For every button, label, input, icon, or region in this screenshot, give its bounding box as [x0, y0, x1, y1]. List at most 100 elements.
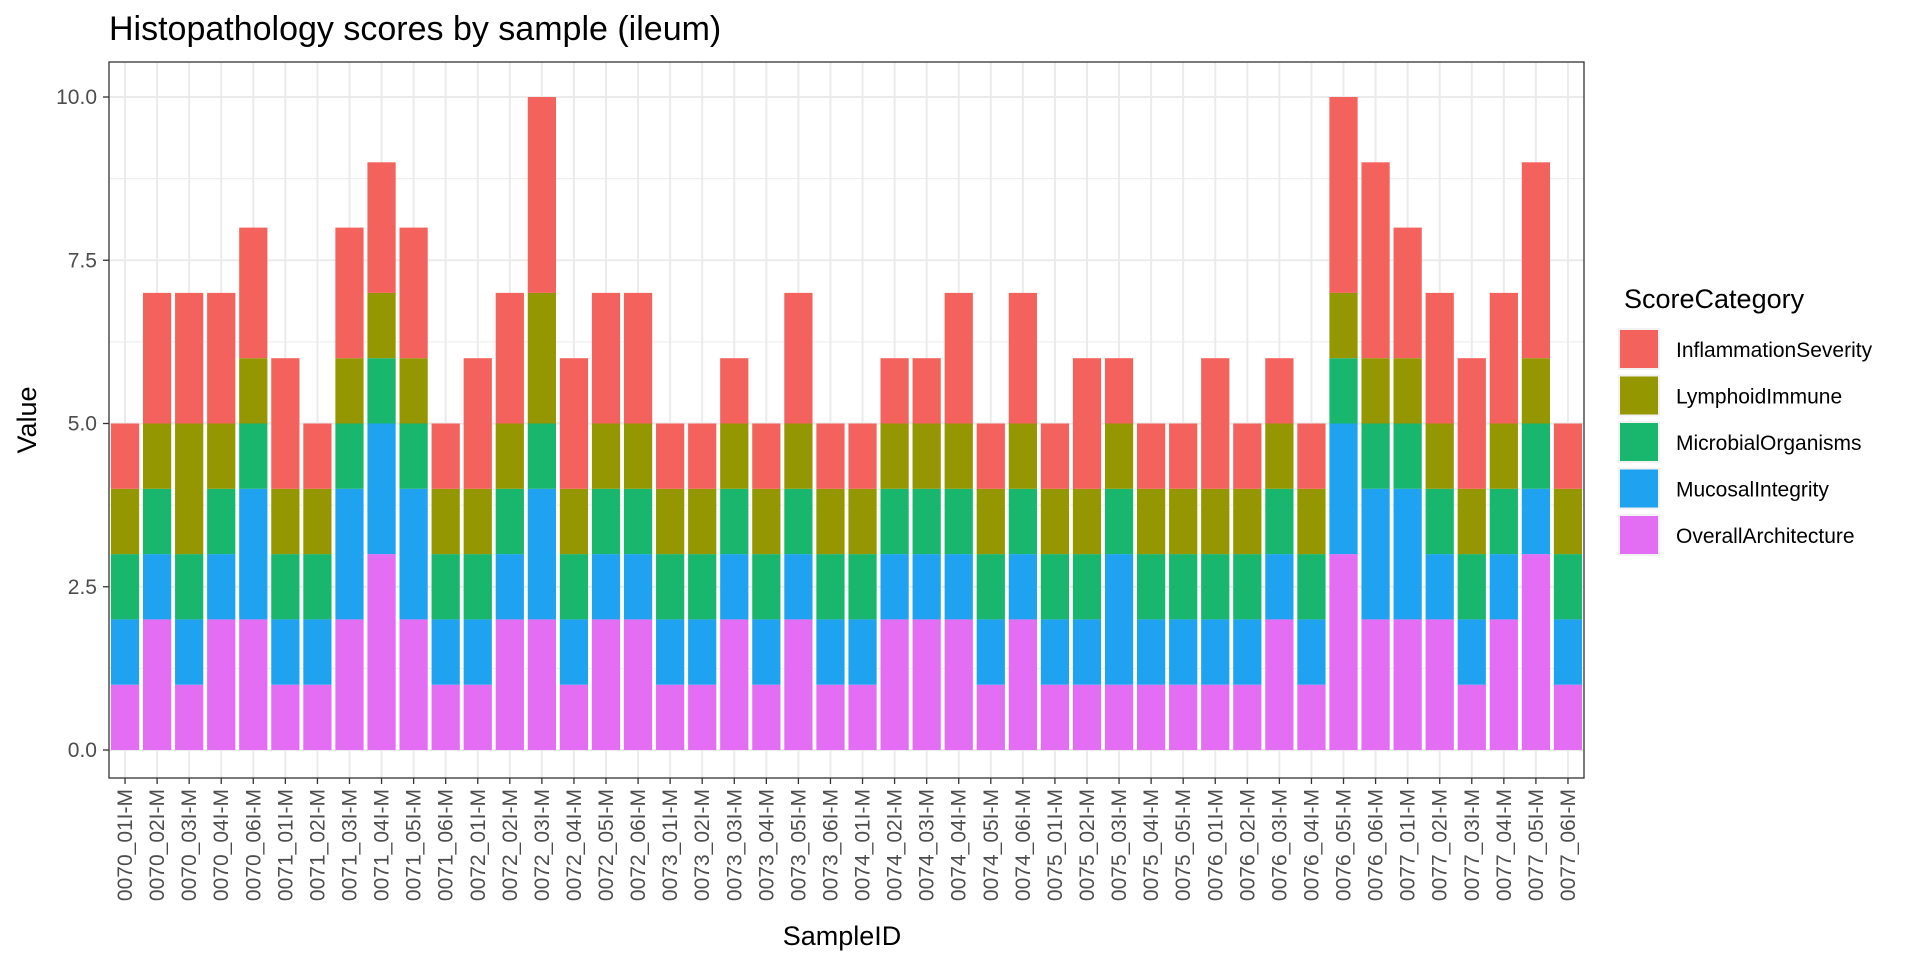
bar-segment-lymphoidimmune	[848, 488, 877, 555]
bar-segment-overallarchitecture	[1489, 619, 1518, 750]
bar-segment-microbialorganisms	[207, 488, 236, 555]
bar-segment-lymphoidimmune	[1489, 423, 1518, 489]
bar-segment-lymphoidimmune	[912, 423, 941, 489]
legend-label: MicrobialOrganisms	[1676, 432, 1862, 455]
bar-segment-inflammationseverity	[848, 423, 877, 489]
bar-segment-lymphoidimmune	[1521, 358, 1551, 424]
bar-segment-overallarchitecture	[1425, 619, 1454, 750]
bar-segment-lymphoidimmune	[1329, 292, 1358, 359]
bar-segment-lymphoidimmune	[1425, 423, 1454, 489]
bar-segment-inflammationseverity	[303, 423, 332, 489]
bar-segment-lymphoidimmune	[431, 488, 460, 555]
bar-segment-inflammationseverity	[175, 292, 204, 424]
bar-segment-microbialorganisms	[912, 488, 941, 555]
bar-segment-lymphoidimmune	[303, 488, 332, 555]
bar-segment-microbialorganisms	[1169, 554, 1198, 620]
bar-segment-mucosalintegrity	[367, 423, 396, 555]
bar-segment-microbialorganisms	[944, 488, 973, 555]
bar-segment-microbialorganisms	[367, 358, 396, 424]
x-tick-label: 0074_01I-M	[852, 789, 875, 901]
bar-segment-overallarchitecture	[1265, 619, 1294, 750]
bar-segment-microbialorganisms	[303, 554, 332, 620]
bar-segment-overallarchitecture	[1201, 684, 1230, 750]
bar-segment-microbialorganisms	[1489, 488, 1518, 555]
x-tick-label: 0072_05I-M	[595, 789, 618, 901]
bar-segment-overallarchitecture	[623, 619, 653, 750]
bar-segment-inflammationseverity	[1072, 358, 1102, 489]
bar-segment-overallarchitecture	[367, 554, 396, 750]
bar-segment-microbialorganisms	[784, 488, 813, 555]
bar-segment-inflammationseverity	[527, 97, 556, 293]
bar-segment-microbialorganisms	[591, 488, 621, 555]
bar-segment-mucosalintegrity	[527, 488, 556, 620]
bar-segment-inflammationseverity	[367, 162, 396, 293]
bar-segment-microbialorganisms	[752, 554, 781, 620]
bar-segment-overallarchitecture	[271, 684, 300, 750]
x-tick-label: 0070_02I-M	[146, 789, 169, 901]
y-tick-label: 0.0	[68, 739, 97, 762]
bar-segment-lymphoidimmune	[688, 488, 717, 555]
bar-segment-overallarchitecture	[495, 619, 524, 750]
x-tick-label: 0074_02I-M	[884, 789, 907, 901]
bar-segment-inflammationseverity	[656, 423, 685, 489]
x-tick-label: 0073_04I-M	[755, 789, 778, 901]
bar-segment-lymphoidimmune	[976, 488, 1005, 555]
legend-swatch	[1620, 376, 1658, 415]
bar-segment-microbialorganisms	[1521, 423, 1551, 489]
x-tick-label: 0074_06I-M	[1012, 789, 1035, 901]
bar-segment-lymphoidimmune	[1233, 488, 1262, 555]
bar-segment-lymphoidimmune	[591, 423, 621, 489]
bar-segment-microbialorganisms	[623, 488, 653, 555]
x-tick-label: 0072_03I-M	[531, 789, 554, 901]
bar-segment-mucosalintegrity	[848, 619, 877, 685]
bar-segment-lymphoidimmune	[527, 292, 556, 424]
bar-segment-inflammationseverity	[1201, 358, 1230, 489]
bar-segment-lymphoidimmune	[656, 488, 685, 555]
bar-segment-microbialorganisms	[1008, 488, 1037, 555]
bar-segment-mucosalintegrity	[623, 554, 653, 620]
bar-segment-lymphoidimmune	[784, 423, 813, 489]
bar-segment-inflammationseverity	[816, 423, 845, 489]
x-tick-label: 0073_03I-M	[723, 789, 746, 901]
bar-segment-lymphoidimmune	[1457, 488, 1486, 555]
legend-label: InflammationSeverity	[1676, 339, 1873, 362]
bar-segment-overallarchitecture	[1297, 684, 1326, 750]
bar-segment-overallarchitecture	[1137, 684, 1166, 750]
bar-segment-mucosalintegrity	[1072, 619, 1102, 685]
bar-segment-mucosalintegrity	[110, 619, 140, 685]
bar-segment-microbialorganisms	[1553, 554, 1583, 620]
bar-segment-inflammationseverity	[688, 423, 717, 489]
bar-segment-microbialorganisms	[848, 554, 877, 620]
bar-segment-overallarchitecture	[303, 684, 332, 750]
x-tick-label: 0077_04I-M	[1493, 789, 1516, 901]
x-tick-label: 0077_02I-M	[1429, 789, 1452, 901]
bar-segment-mucosalintegrity	[1489, 554, 1518, 620]
bar-segment-overallarchitecture	[1393, 619, 1422, 750]
bar-segment-mucosalintegrity	[303, 619, 332, 685]
y-tick-label: 10.0	[56, 86, 97, 109]
bar-segment-microbialorganisms	[688, 554, 717, 620]
bar-segment-overallarchitecture	[431, 684, 460, 750]
bar-segment-inflammationseverity	[1393, 227, 1422, 359]
bar-segment-inflammationseverity	[142, 292, 172, 424]
bar-segment-microbialorganisms	[175, 554, 204, 620]
bar-segment-microbialorganisms	[271, 554, 300, 620]
bar-segment-overallarchitecture	[175, 684, 204, 750]
bar-segment-mucosalintegrity	[239, 488, 268, 620]
bar-segment-mucosalintegrity	[1297, 619, 1326, 685]
bar-segment-microbialorganisms	[431, 554, 460, 620]
y-tick-label: 7.5	[68, 249, 97, 272]
bar-segment-overallarchitecture	[142, 619, 172, 750]
bar-segment-inflammationseverity	[784, 292, 813, 424]
x-tick-label: 0072_04I-M	[563, 789, 586, 901]
bar-segment-mucosalintegrity	[688, 619, 717, 685]
bar-segment-microbialorganisms	[1425, 488, 1454, 555]
bar-segment-microbialorganisms	[1393, 423, 1422, 489]
bar-segment-mucosalintegrity	[1040, 619, 1070, 685]
bar-segment-overallarchitecture	[335, 619, 364, 750]
x-axis-ticks: 0070_01I-M 0070_02I-M 0070_03I-M 0070_04I-M…	[114, 778, 1580, 901]
bar-segment-overallarchitecture	[976, 684, 1005, 750]
bar-segment-mucosalintegrity	[1329, 423, 1358, 555]
bar-segment-inflammationseverity	[335, 227, 364, 359]
bar-segment-lymphoidimmune	[335, 358, 364, 424]
